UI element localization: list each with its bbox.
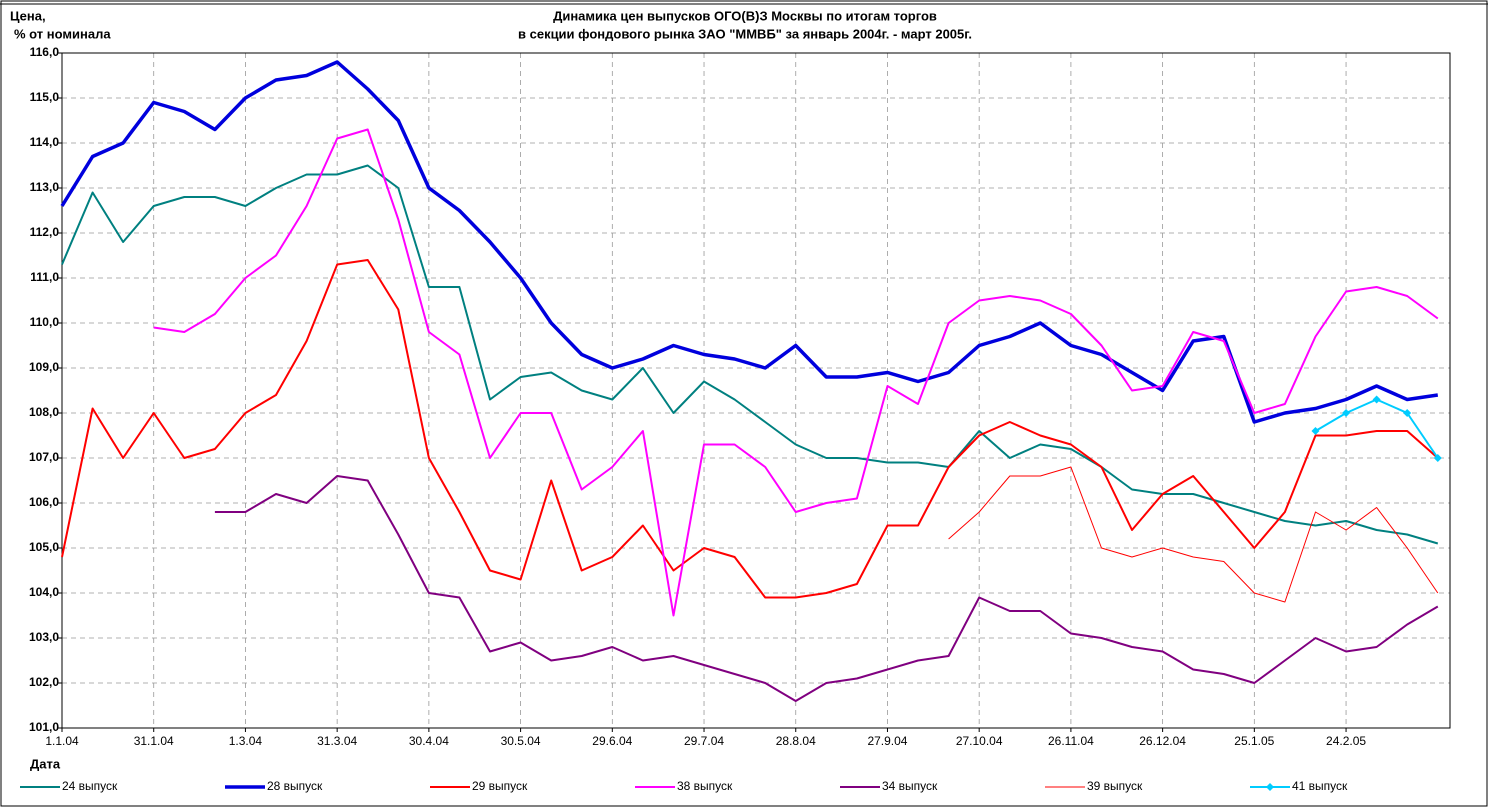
x-tick-label: 27.9.04: [867, 734, 907, 748]
legend-label: 41 выпуск: [1292, 779, 1348, 793]
y-tick-label: 116,0: [30, 45, 60, 59]
chart-title: в секции фондового рынка ЗАО "ММВБ" за я…: [518, 26, 972, 41]
x-tick-label: 29.6.04: [592, 734, 632, 748]
chart-title: Динамика цен выпусков ОГО(В)З Москвы по …: [553, 8, 937, 23]
y-tick-label: 103,0: [29, 630, 59, 644]
point-marker: [1342, 409, 1351, 417]
legend-label: 38 выпуск: [677, 779, 733, 793]
x-tick-label: 29.7.04: [684, 734, 724, 748]
y-tick-label: 108,0: [29, 405, 59, 419]
y-tick-label: 104,0: [29, 585, 59, 599]
legend-label: 24 выпуск: [62, 779, 118, 793]
y-tick-label: 109,0: [29, 360, 59, 374]
y-axis-label: % от номинала: [14, 26, 111, 41]
y-tick-label: 107,0: [29, 450, 59, 464]
y-tick-label: 101,0: [29, 720, 59, 734]
series-line: [948, 466, 1439, 603]
x-tick-label: 26.11.04: [1048, 734, 1094, 748]
y-tick-label: 110,0: [30, 315, 60, 329]
x-tick-label: 31.1.04: [134, 734, 174, 748]
x-tick-label: 1.1.04: [45, 734, 79, 748]
series-line: [153, 128, 1439, 617]
legend-label: 29 выпуск: [472, 779, 528, 793]
x-tick-label: 24.2.05: [1326, 734, 1366, 748]
point-marker: [1433, 454, 1442, 462]
plot-border: [61, 52, 1451, 729]
x-tick-label: 27.10.04: [956, 734, 1003, 748]
series-line: [60, 60, 1439, 424]
legend-marker: [1266, 783, 1274, 791]
x-tick-label: 31.3.04: [317, 734, 357, 748]
y-tick-label: 112,0: [30, 225, 60, 239]
series-line: [214, 475, 1439, 702]
x-tick-label: 30.5.04: [501, 734, 541, 748]
series-line: [61, 164, 1439, 545]
y-tick-label: 105,0: [29, 540, 59, 554]
x-tick-label: 30.4.04: [409, 734, 449, 748]
plot-area: [62, 53, 1450, 728]
x-tick-label: 26.12.04: [1139, 734, 1186, 748]
y-tick-label: 106,0: [29, 495, 59, 509]
x-tick-label: 25.1.05: [1234, 734, 1274, 748]
y-tick-label: 111,0: [30, 270, 59, 284]
y-tick-label: 102,0: [29, 675, 59, 689]
series-line: [61, 259, 1439, 599]
y-tick-label: 114,0: [30, 135, 60, 149]
legend-label: 28 выпуск: [267, 779, 323, 793]
legend-label: 39 выпуск: [1087, 779, 1143, 793]
x-tick-label: 28.8.04: [776, 734, 816, 748]
point-marker: [1311, 427, 1320, 435]
point-marker: [1403, 409, 1412, 417]
y-tick-label: 113,0: [30, 180, 60, 194]
x-axis-label: Дата: [30, 756, 61, 771]
y-axis-label: Цена,: [10, 8, 46, 23]
x-tick-label: 1.3.04: [229, 734, 263, 748]
point-marker: [1372, 395, 1381, 404]
legend-label: 34 выпуск: [882, 779, 938, 793]
y-tick-label: 115,0: [30, 90, 60, 104]
